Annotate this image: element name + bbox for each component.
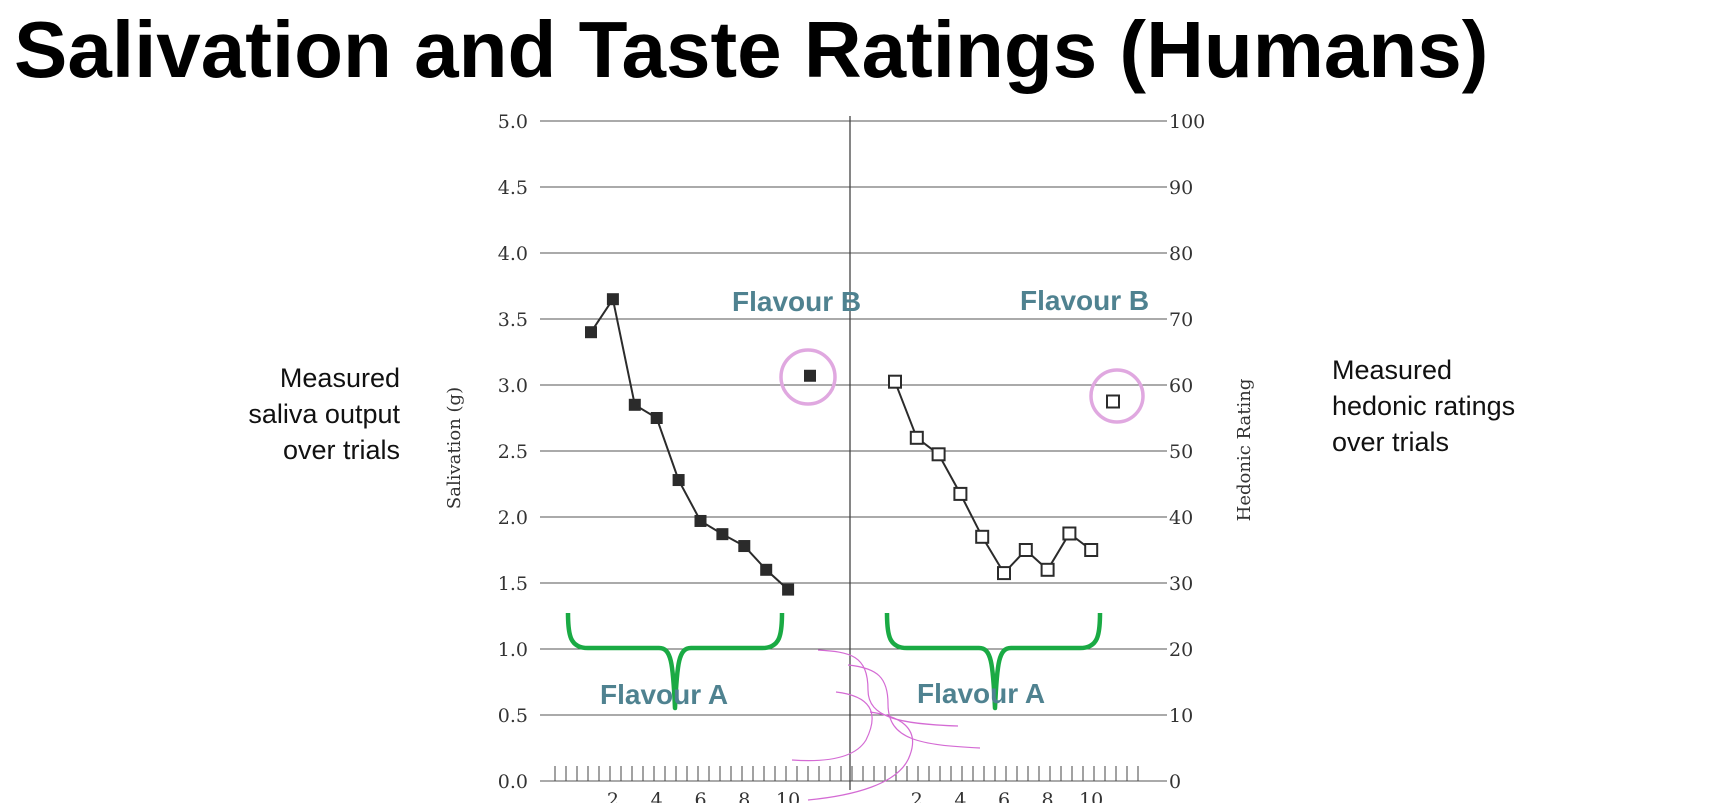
data-point-salivation [606, 293, 619, 306]
y-tick-label-left: 4.0 [498, 243, 528, 265]
flavour-b-highlight-circle [1089, 368, 1145, 424]
flavour-a-bracket-hedonic [884, 612, 1103, 711]
annotation-scribble [791, 691, 873, 762]
series-line-hedonic [894, 381, 1092, 575]
data-point-salivation [650, 412, 663, 424]
x-tick-label-flavour-a: 10 [776, 789, 800, 803]
flavour-a-label-hedonic: Flavour A [917, 678, 1045, 709]
y-tick-label-right: 10 [1169, 705, 1193, 727]
data-point-salivation [585, 326, 597, 339]
x-tick-label-flavour-a: 8 [738, 789, 750, 803]
y-tick-label-right: 80 [1169, 243, 1193, 265]
y-tick-label-right: 20 [1169, 639, 1193, 661]
annotations: Flavour B Flavour B Flavour A Flavour A [565, 285, 1149, 801]
annotation-scribble [847, 664, 981, 749]
data-point-salivation [804, 369, 816, 382]
data-point-salivation [738, 540, 751, 553]
series [585, 293, 1120, 596]
y-tick-label-left: 0.0 [498, 771, 528, 793]
flavour-b-highlight-circle [779, 348, 837, 406]
data-point-salivation [716, 528, 729, 541]
y-tick-label-left: 1.0 [498, 639, 528, 661]
y-tick-label-right: 0 [1169, 771, 1181, 793]
data-point-hedonic [953, 486, 968, 501]
data-point-hedonic [1018, 543, 1033, 557]
saliva-output-note: Measured saliva output over trials [150, 360, 400, 468]
data-point-salivation [760, 563, 773, 576]
y-tick-label-right: 50 [1169, 441, 1193, 463]
y-tick-label-right: 40 [1169, 507, 1193, 529]
data-point-hedonic [888, 374, 902, 389]
saliva-note-line-1: Measured [279, 363, 400, 393]
data-point-salivation [782, 583, 795, 596]
y-tick-label-right: 30 [1169, 573, 1193, 595]
y-tick-label-right: 100 [1169, 111, 1205, 133]
y-tick-label-left: 1.5 [498, 573, 528, 595]
y-tick-label-right: 70 [1169, 309, 1193, 331]
y-tick-label-left: 4.5 [498, 177, 528, 199]
y-tick-label-right: 90 [1169, 177, 1193, 199]
hedonic-note-line-1: Measured [1332, 355, 1453, 385]
flavour-a-label-salivation: Flavour A [600, 679, 728, 710]
y-tick-label-left: 2.0 [498, 507, 528, 529]
data-point-hedonic [931, 447, 946, 462]
x-tick-label-flavour-b: 2 [911, 789, 923, 803]
y-tick-label-left: 2.5 [498, 441, 528, 463]
x-tick-label-flavour-b: 8 [1042, 789, 1054, 803]
data-point-salivation [694, 514, 707, 527]
slide-title: Salivation and Taste Ratings (Humans) [14, 5, 1489, 94]
data-point-salivation [672, 474, 685, 487]
y-tick-label-right: 60 [1169, 375, 1193, 397]
flavour-b-label-salivation: Flavour B [732, 286, 861, 317]
y-tick-label-left: 5.0 [498, 111, 528, 133]
saliva-note-line-2: saliva output [248, 399, 400, 429]
data-point-hedonic [909, 430, 924, 445]
y-tick-label-left: 0.5 [498, 705, 528, 727]
data-point-hedonic [997, 566, 1011, 581]
annotation-scribble [807, 711, 914, 801]
y-axis-label-right: Hedonic Rating [1234, 379, 1255, 522]
data-point-hedonic [1062, 526, 1077, 541]
x-tick-label-flavour-a: 2 [607, 789, 619, 803]
y-axis-label-left: Salivation (g) [444, 387, 465, 509]
x-tick-label-flavour-b: 10 [1079, 789, 1103, 803]
data-point-hedonic [1084, 543, 1099, 557]
data-point-salivation [628, 398, 641, 411]
y-tick-label-left: 3.0 [498, 375, 528, 397]
axes: 0.0 0.5 1.0 1.5 2.0 2.5 3.0 3.5 4.0 4.5 5.0 0 10 20 30… [498, 111, 1205, 803]
data-point-hedonic [975, 529, 990, 544]
saliva-note-line-3: over trials [282, 435, 400, 465]
flavour-b-label-hedonic: Flavour B [1020, 285, 1149, 316]
hedonic-note-line-3: over trials [1332, 427, 1450, 457]
annotation-scribble [817, 649, 959, 727]
x-tick-label-flavour-a: 6 [694, 789, 706, 803]
x-tick-label-flavour-a: 4 [651, 789, 663, 803]
hedonic-note-line-2: hedonic ratings [1332, 391, 1516, 421]
x-tick-label-flavour-b: 6 [998, 789, 1010, 803]
y-tick-label-left: 3.5 [498, 309, 528, 331]
series-line-salivation [590, 296, 789, 591]
data-point-hedonic [1106, 394, 1120, 409]
data-point-hedonic [1040, 562, 1055, 577]
x-tick-label-flavour-b: 4 [954, 789, 966, 803]
flavour-a-bracket-salivation [565, 612, 785, 711]
hedonic-ratings-note: Measured hedonic ratings over trials [1332, 352, 1612, 460]
